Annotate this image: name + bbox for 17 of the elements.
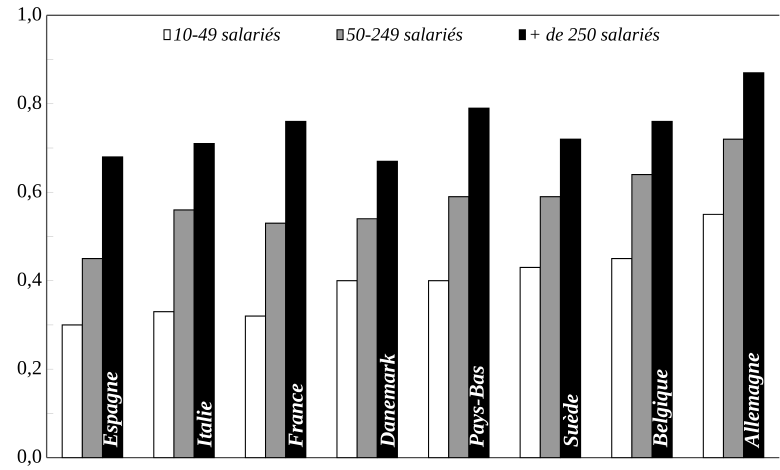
y-tick-label: 1,0 <box>18 7 42 24</box>
x-tick-label: Italie <box>196 401 212 448</box>
x-tick-label: Danemark <box>380 354 395 448</box>
y-tick-label: 0,4 <box>18 272 42 289</box>
x-tick-label: Allemagne <box>744 352 764 448</box>
y-tick-label: 0,2 <box>18 360 41 378</box>
x-tick-label: Suède <box>562 394 578 447</box>
legend-label: 50-249 salariés <box>346 27 462 41</box>
x-tick-label: France <box>288 384 303 448</box>
y-tick-label: 0,8 <box>18 95 42 112</box>
x-tick-label: Espagne <box>103 372 122 448</box>
legend-label: + de 250 salariés <box>530 27 660 41</box>
y-tick-label: 0,6 <box>18 184 42 200</box>
legend-label: 10-49 salariés <box>174 27 280 41</box>
y-tick-label: 0,0 <box>18 449 42 466</box>
x-tick-label: Belgique <box>652 369 672 448</box>
x-tick-label: Pays-Bas <box>470 366 488 448</box>
